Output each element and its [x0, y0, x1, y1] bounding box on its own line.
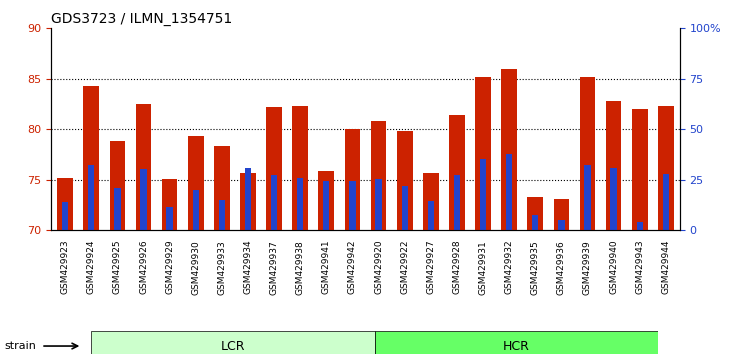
Bar	[423, 173, 439, 230]
Bar	[140, 169, 147, 230]
FancyBboxPatch shape	[91, 331, 374, 354]
Bar	[558, 220, 564, 230]
Bar	[162, 179, 178, 230]
Bar	[449, 115, 465, 230]
Bar	[637, 222, 643, 230]
Bar	[663, 173, 669, 230]
Bar	[528, 197, 543, 230]
Text: LCR: LCR	[221, 339, 246, 353]
Text: HCR: HCR	[503, 339, 530, 353]
Bar	[501, 69, 517, 230]
Bar	[110, 141, 125, 230]
Bar	[397, 131, 412, 230]
Bar	[606, 101, 621, 230]
Bar	[376, 179, 382, 230]
Bar	[192, 190, 199, 230]
Bar	[480, 159, 486, 230]
Bar	[632, 109, 648, 230]
Bar	[580, 77, 595, 230]
Bar	[610, 167, 617, 230]
Bar	[83, 86, 99, 230]
Bar	[292, 106, 308, 230]
Bar	[271, 175, 277, 230]
Bar	[371, 121, 387, 230]
Bar	[319, 171, 334, 230]
Bar	[658, 106, 674, 230]
Bar	[553, 199, 569, 230]
Bar	[349, 181, 355, 230]
Bar	[532, 215, 539, 230]
Bar	[167, 207, 173, 230]
Bar	[266, 107, 282, 230]
Text: GDS3723 / ILMN_1354751: GDS3723 / ILMN_1354751	[51, 12, 232, 26]
Bar	[297, 178, 303, 230]
Bar	[219, 200, 225, 230]
Bar	[188, 136, 203, 230]
FancyBboxPatch shape	[374, 331, 658, 354]
Bar	[454, 175, 460, 230]
Bar	[136, 104, 151, 230]
Bar	[245, 167, 251, 230]
Bar	[88, 165, 94, 230]
Bar	[428, 201, 434, 230]
Bar	[344, 129, 360, 230]
Bar	[214, 146, 230, 230]
Bar	[62, 202, 68, 230]
Bar	[475, 77, 491, 230]
Text: strain: strain	[4, 341, 37, 351]
Bar	[57, 178, 73, 230]
Bar	[240, 173, 256, 230]
Bar	[323, 181, 330, 230]
Bar	[114, 188, 121, 230]
Bar	[506, 154, 512, 230]
Bar	[401, 186, 408, 230]
Bar	[584, 165, 591, 230]
